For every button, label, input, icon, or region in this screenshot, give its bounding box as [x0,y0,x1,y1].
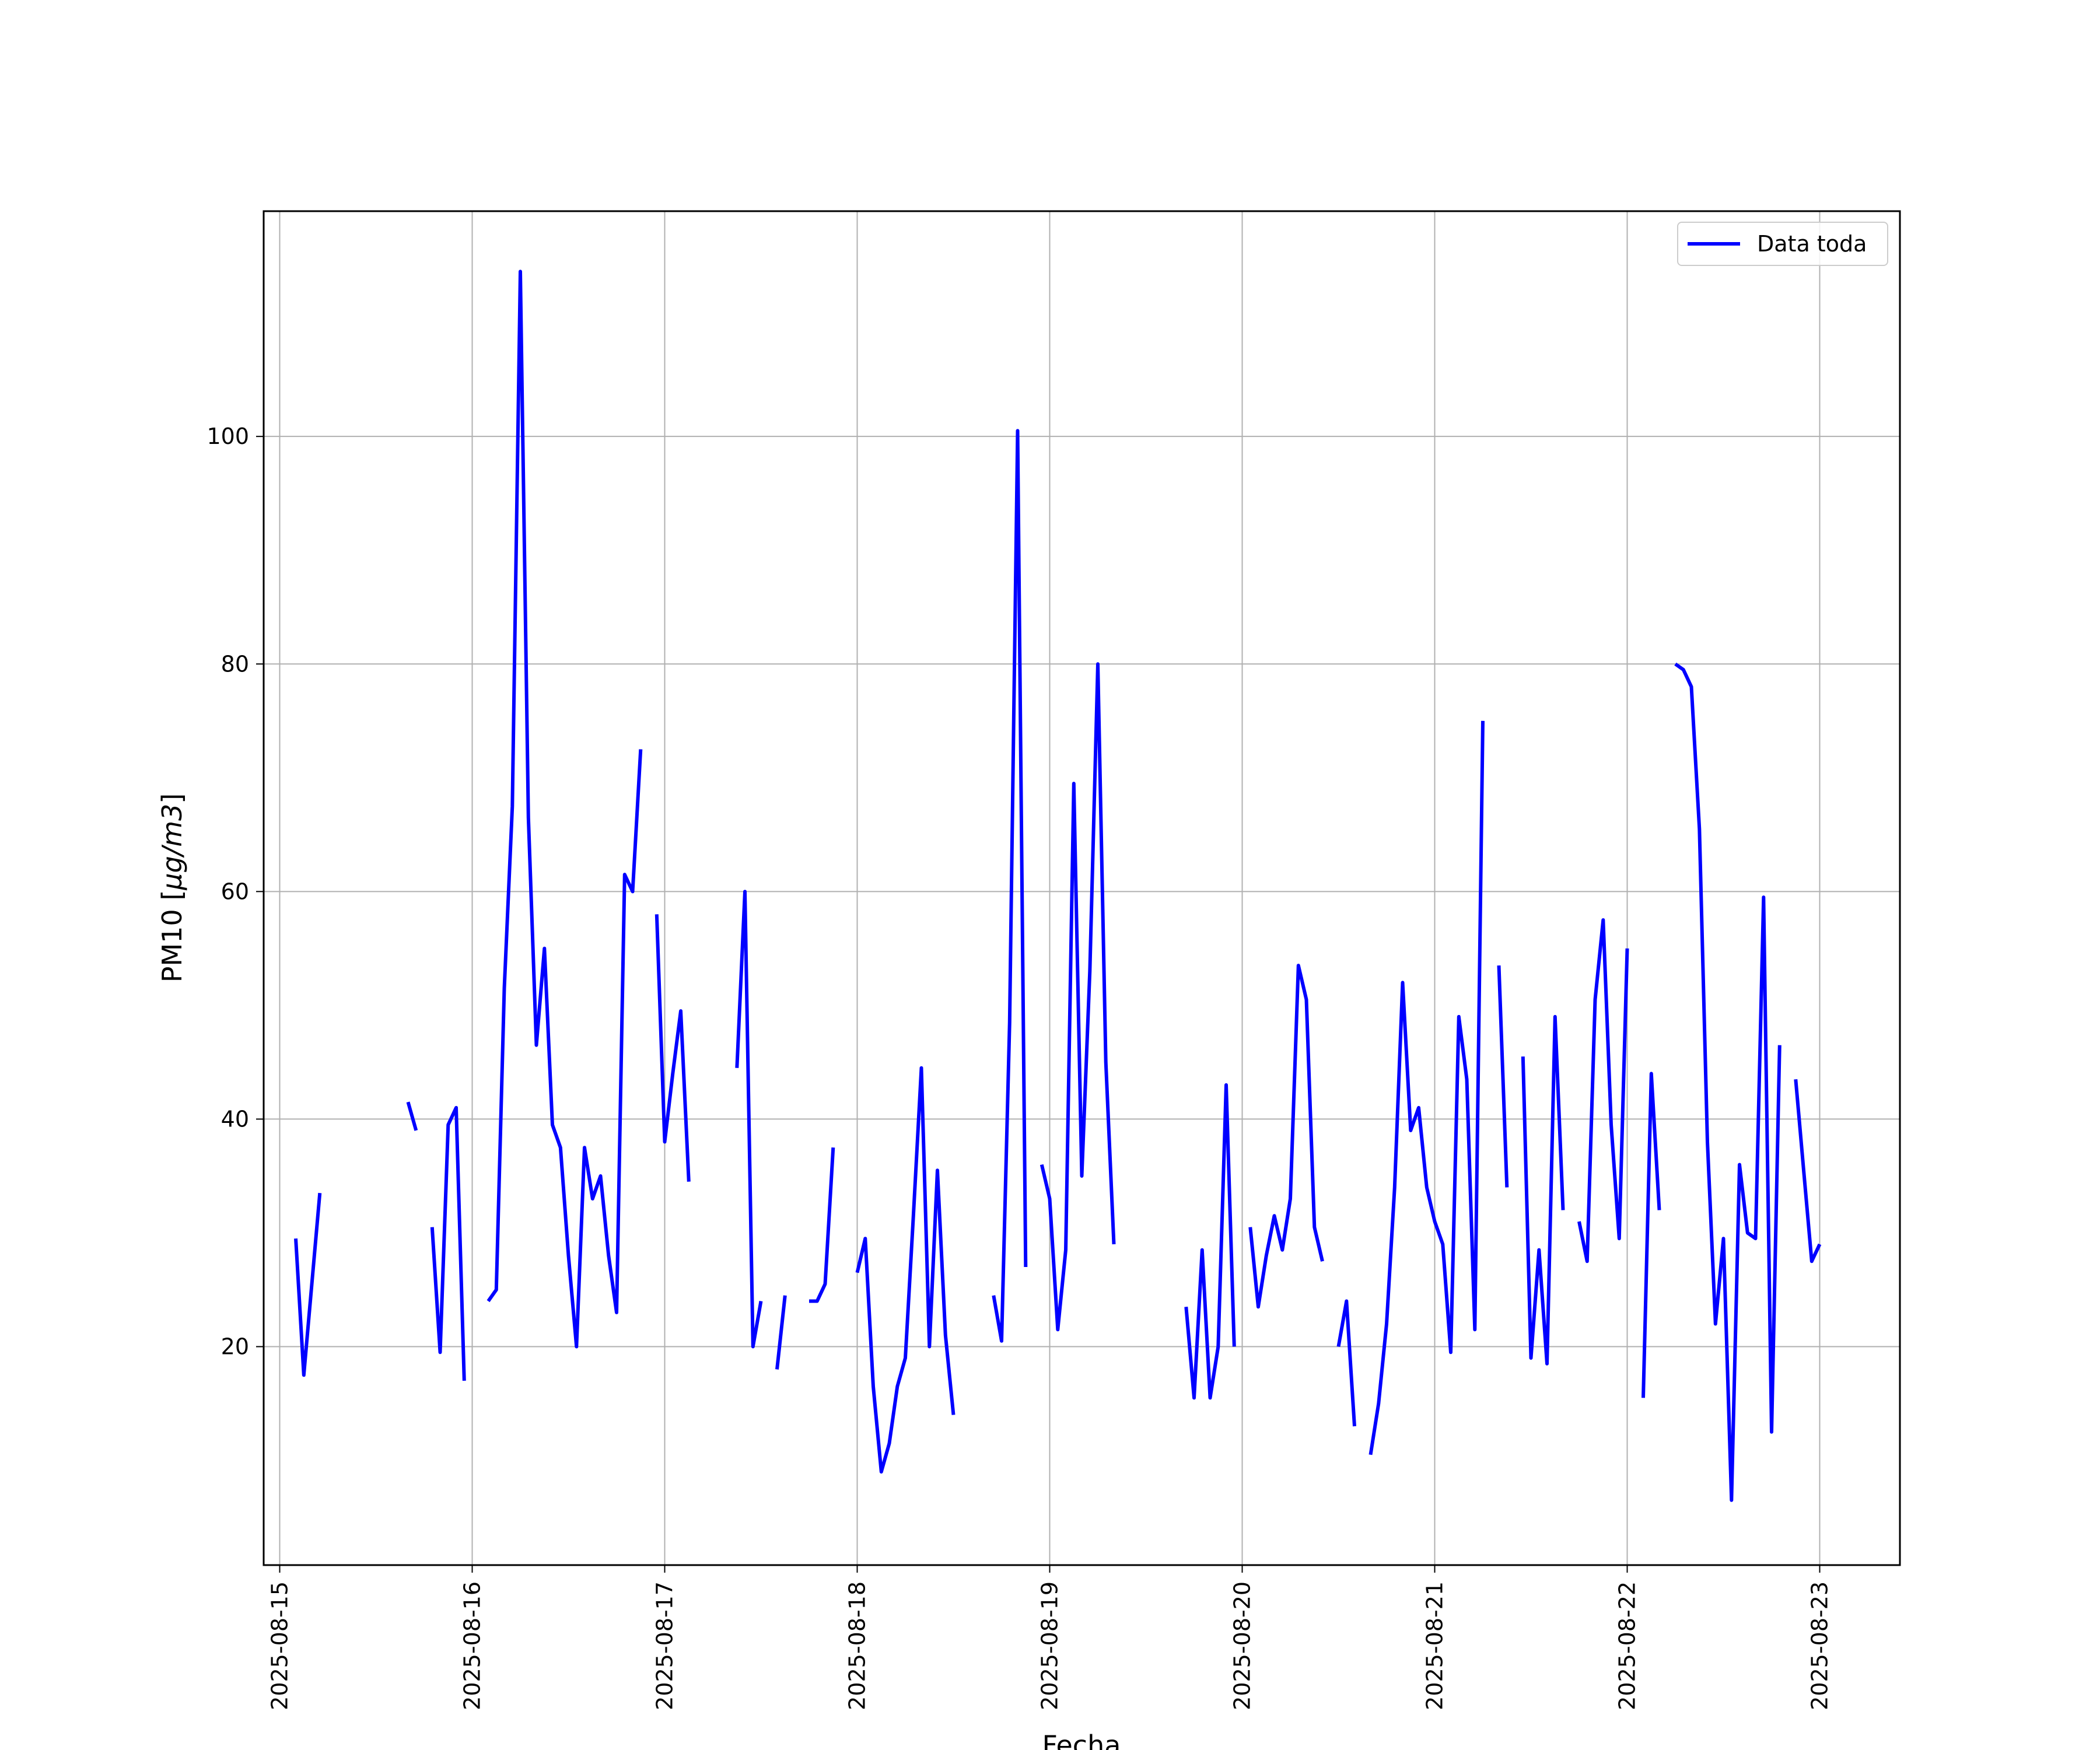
data-series-lines [294,270,1822,1502]
series-line-segment [992,429,1028,1343]
series-line-segment [430,1105,466,1381]
y-tick-label: 20 [221,1334,249,1360]
y-axis-title: PM10 [μg/m3] [156,793,188,983]
series-line-segment [654,914,691,1182]
axis-ticks: 2025-08-15 2025-08-16 2025-08-17 2025-08-18… [206,424,1832,1710]
y-axis-title-unit: μg/m3 [156,804,188,891]
x-tick-label: 2025-08-20 [1230,1581,1255,1710]
series-line-segment [1336,1299,1356,1427]
series-line-segment [1794,1079,1822,1264]
series-line-segment [1497,965,1509,1188]
series-line-segment [1577,918,1629,1264]
y-tick-label: 40 [221,1106,249,1132]
series-line-segment [1642,1072,1661,1398]
series-line-segment [735,890,763,1349]
x-axis-title: Fecha [1042,1730,1121,1750]
legend-box [1677,222,1888,266]
y-axis-title-prefix: PM10 [ [156,890,188,983]
y-tick-label: 80 [221,651,249,677]
series-line-segment [406,1101,418,1131]
legend: Data toda [1677,222,1888,266]
x-tick-label: 2025-08-17 [652,1581,678,1710]
y-tick-label: 100 [206,424,249,449]
x-tick-label: 2025-08-15 [267,1581,293,1710]
series-line-segment [1040,662,1116,1332]
series-line-segment [1674,662,1782,1502]
series-line-segment [487,270,643,1349]
series-line-segment [1248,964,1324,1309]
series-line-segment [294,1192,322,1377]
series-line-segment [1521,1014,1565,1366]
y-tick-label: 60 [221,878,249,904]
legend-label: Data toda [1757,231,1867,257]
x-tick-label: 2025-08-16 [460,1581,485,1710]
x-tick-label: 2025-08-21 [1422,1581,1448,1710]
plot-frame [262,210,1901,1566]
series-line-segment [809,1147,835,1303]
y-axis-title-suffix: ] [156,793,188,804]
x-tick-label: 2025-08-18 [845,1581,870,1710]
series-line-segment [1184,1083,1236,1400]
x-tick-label: 2025-08-19 [1037,1581,1063,1710]
series-line-segment [1368,720,1485,1455]
x-tick-label: 2025-08-23 [1807,1581,1833,1710]
series-line-segment [775,1295,787,1370]
series-line-segment [855,1066,956,1474]
x-tick-label: 2025-08-22 [1615,1581,1640,1710]
